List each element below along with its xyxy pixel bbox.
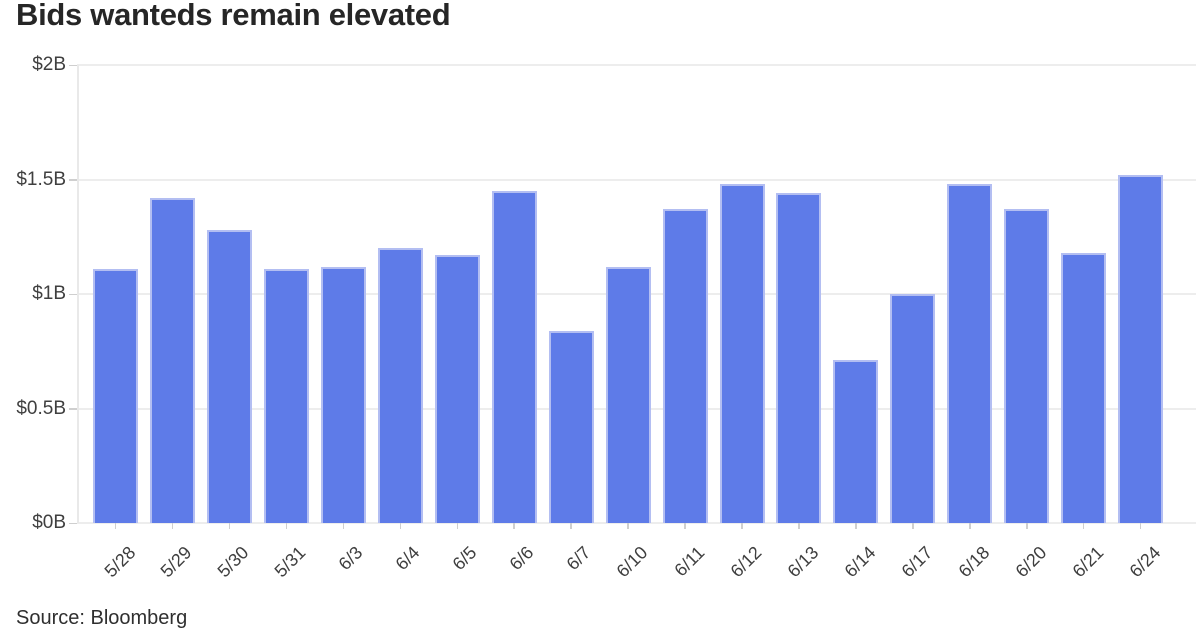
x-tick-label: 6/18 — [954, 542, 994, 582]
x-axis-tick — [399, 523, 401, 529]
y-tick-label: $1B — [32, 283, 66, 304]
x-axis-tick — [912, 523, 914, 529]
gridline — [77, 178, 1196, 181]
bar — [149, 197, 195, 523]
gridline — [77, 522, 1196, 524]
y-axis-tick — [69, 179, 77, 181]
x-tick-label: 6/5 — [448, 542, 481, 575]
bar — [776, 193, 822, 523]
x-tick-label: 6/12 — [726, 542, 766, 582]
x-axis-tick — [741, 523, 743, 529]
x-axis-tick — [855, 523, 857, 529]
x-axis-tick — [684, 523, 686, 529]
bar — [662, 209, 708, 523]
bar — [206, 229, 252, 523]
x-axis-tick — [1139, 523, 1142, 529]
y-axis-tick — [69, 408, 77, 410]
x-axis-tick — [228, 523, 231, 529]
gridline — [77, 64, 1196, 66]
source-attribution: Source: Bloomberg — [16, 607, 188, 629]
x-tick-label: 5/31 — [270, 542, 310, 582]
x-tick-label: 5/30 — [213, 542, 253, 582]
x-axis-tick — [513, 523, 515, 529]
x-axis-tick — [798, 523, 800, 529]
bar — [719, 184, 765, 523]
x-axis-tick — [342, 523, 345, 529]
x-axis-tick — [456, 523, 458, 529]
x-tick-label: 5/28 — [100, 542, 139, 582]
x-axis-tick — [114, 523, 117, 529]
x-tick-label: 5/29 — [156, 542, 196, 582]
x-tick-label: 6/7 — [562, 542, 595, 575]
x-tick-label: 6/24 — [1125, 542, 1165, 582]
bar — [491, 190, 537, 523]
bar — [434, 255, 480, 523]
x-axis-tick — [285, 523, 288, 529]
x-tick-label: 6/11 — [670, 542, 709, 581]
y-tick-label: $2B — [32, 54, 66, 75]
bar — [377, 248, 423, 523]
y-axis-tick — [69, 293, 77, 295]
bar — [890, 294, 936, 523]
bar — [1118, 174, 1164, 523]
y-axis-tick — [69, 522, 77, 524]
x-axis-tick — [627, 523, 629, 529]
bar — [93, 268, 138, 523]
y-tick-label: $0.5B — [16, 397, 66, 419]
x-axis-tick — [1026, 523, 1028, 529]
x-tick-label: 6/20 — [1011, 542, 1051, 582]
y-axis-line — [77, 65, 79, 523]
bar — [1004, 209, 1050, 523]
x-tick-label: 6/13 — [783, 542, 823, 582]
bar — [263, 268, 309, 523]
chart-title: Bids wanteds remain elevated — [16, 0, 451, 32]
x-axis-tick — [1082, 523, 1085, 529]
bar — [833, 360, 879, 523]
x-tick-label: 6/21 — [1068, 542, 1108, 582]
y-axis-tick — [69, 64, 77, 66]
bar — [548, 330, 594, 523]
x-tick-label: 6/10 — [612, 542, 652, 582]
x-axis-tick — [570, 523, 572, 529]
y-tick-label: $0B — [32, 512, 66, 533]
bar — [320, 266, 366, 523]
x-axis-tick — [969, 523, 971, 529]
x-tick-label: 6/17 — [897, 542, 937, 582]
bar — [947, 184, 993, 523]
x-axis-tick — [171, 523, 174, 529]
bar — [605, 266, 651, 523]
x-tick-label: 6/3 — [334, 542, 367, 575]
x-tick-label: 6/4 — [391, 542, 424, 575]
x-tick-label: 6/6 — [505, 542, 538, 575]
bar — [1061, 252, 1107, 523]
x-tick-label: 6/14 — [840, 542, 880, 582]
y-tick-label: $1.5B — [16, 168, 66, 190]
